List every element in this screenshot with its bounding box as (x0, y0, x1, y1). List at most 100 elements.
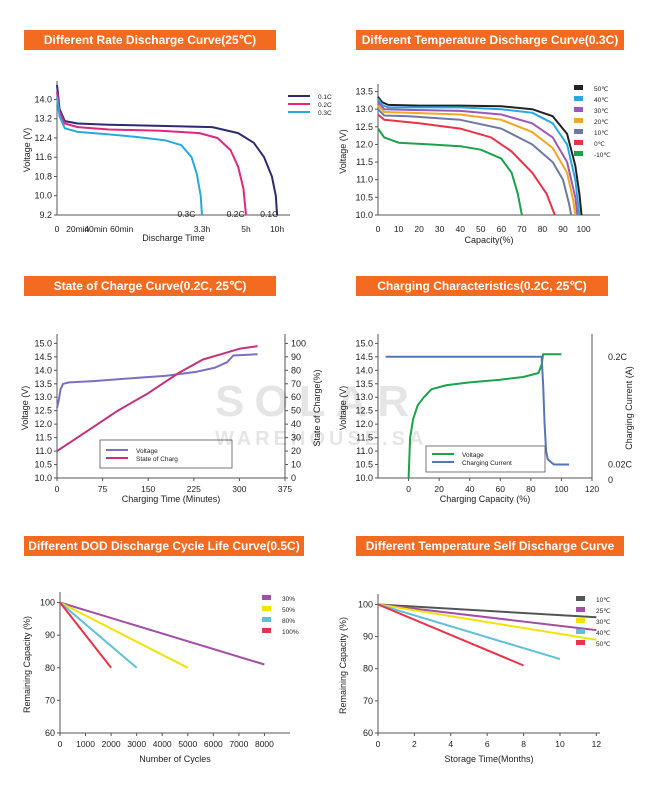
x-tick-label: 40min (84, 224, 107, 234)
series-line-Voltage (407, 353, 562, 479)
x-tick-label: 0 (376, 224, 381, 234)
series-line-Voltage (56, 353, 258, 409)
y-tick-label: 12.4 (34, 133, 52, 143)
y-tick-label: 13.5 (355, 87, 373, 97)
x-tick-label: 40 (465, 484, 475, 494)
x-axis-label: Capacity(%) (464, 235, 513, 245)
legend-label: Charging Current (462, 460, 512, 467)
x-axis-label: Charging Capacity (%) (440, 494, 531, 504)
y2-tick-label: 0.2C (608, 352, 628, 362)
y2-tick-label: 100 (291, 338, 306, 348)
x-tick-label: 0 (55, 224, 60, 234)
y-tick-label: 60 (363, 728, 373, 738)
series-line-50℃ (377, 603, 524, 667)
y-axis-label: Voltage (V) (20, 386, 30, 431)
legend-swatch-0℃ (574, 140, 583, 145)
legend-box (425, 445, 546, 473)
y-tick-label: 90 (363, 632, 373, 642)
x-tick-label: 4000 (153, 739, 172, 749)
x-tick-label: 60min (110, 224, 133, 234)
x-tick-label: 60 (496, 484, 506, 494)
y-tick-label: 12.0 (355, 419, 373, 429)
x-tick-label: 300 (232, 484, 246, 494)
x-tick-label: 1000 (76, 739, 95, 749)
legend-label: 25℃ (596, 608, 611, 615)
y-axis-label: Remaining Capacity (%) (338, 617, 348, 714)
series-line-30℃ (377, 101, 579, 216)
legend-label: 0℃ (594, 141, 606, 148)
x-tick-label: 2 (412, 739, 417, 749)
series-line-0.3C (56, 96, 203, 216)
legend-label: 30℃ (594, 108, 609, 115)
y2-tick-label: 40 (291, 419, 301, 429)
x-tick-label: 225 (187, 484, 201, 494)
y2-tick-label: 0 (291, 473, 296, 483)
legend-swatch-50℃ (576, 640, 585, 645)
x-tick-label: 3000 (127, 739, 146, 749)
series-line-10℃ (377, 603, 597, 619)
y-tick-label: 12.5 (355, 406, 373, 416)
y-tick-label: 100 (40, 598, 55, 608)
legend-swatch-30℃ (576, 618, 585, 623)
x-tick-label: 5000 (178, 739, 197, 749)
y2-tick-label: 90 (291, 352, 301, 362)
annotation-label: 0.1C (260, 209, 278, 219)
x-tick-label: 100 (554, 484, 568, 494)
chart2-title-banner: Different Temperature Discharge Curve(0.… (356, 30, 624, 50)
legend-swatch-30℃ (574, 107, 583, 112)
chart4-title-banner: Charging Characteristics(0.2C, 25℃) (356, 276, 608, 296)
watermark-line1: SOLAR (215, 377, 419, 426)
chart5-title-banner: Different DOD Discharge Cycle Life Curve… (24, 536, 304, 556)
x-tick-label: 6000 (204, 739, 223, 749)
x-tick-label: 10 (555, 739, 565, 749)
x-tick-label: 7000 (229, 739, 248, 749)
y2-tick-label: 0 (608, 475, 613, 485)
y-tick-label: 80 (363, 664, 373, 674)
legend-swatch-40℃ (574, 96, 583, 101)
legend-label: 30℃ (596, 619, 611, 626)
series-line-State of Charg (56, 345, 258, 452)
y-tick-label: 14.0 (355, 365, 373, 375)
y2-tick-label: 80 (291, 365, 301, 375)
y-tick-label: 10.5 (355, 460, 373, 470)
y-tick-label: 12.0 (355, 139, 373, 149)
y-tick-label: 70 (45, 695, 55, 705)
y-tick-label: 10.8 (34, 171, 52, 181)
y-tick-label: 10.5 (355, 192, 373, 202)
legend-label: 0.1C (318, 94, 332, 101)
legend-box (99, 439, 233, 469)
x-tick-label: 0 (406, 484, 411, 494)
y-tick-label: 10.5 (34, 460, 52, 470)
y-tick-label: 80 (45, 663, 55, 673)
y-tick-label: 13.0 (355, 392, 373, 402)
x-tick-label: 80 (526, 484, 536, 494)
x-tick-label: 3.3h (194, 224, 211, 234)
series-line-20℃ (377, 104, 577, 216)
legend-label: 100% (282, 629, 299, 636)
legend-swatch-20℃ (574, 118, 583, 123)
series-line-50% (59, 601, 189, 669)
y2-tick-label: 50 (291, 406, 301, 416)
series-line-80% (59, 601, 138, 669)
series-line-25℃ (377, 603, 597, 632)
x-tick-label: 40 (455, 224, 465, 234)
y-tick-label: 13.5 (34, 379, 52, 389)
y2-axis-label: Charging Current (A) (624, 366, 634, 450)
y-tick-label: 15.0 (34, 338, 52, 348)
y-tick-label: 12.0 (34, 419, 52, 429)
y-tick-label: 10.0 (34, 473, 52, 483)
y-tick-label: 11.5 (35, 433, 52, 443)
series-line-10℃ (377, 108, 573, 216)
y-tick-label: 10.0 (355, 473, 373, 483)
x-tick-label: 30 (435, 224, 445, 234)
x-tick-label: 80 (538, 224, 548, 234)
y-tick-label: 11.6 (35, 152, 52, 162)
legend-label: 50℃ (594, 86, 609, 93)
x-tick-label: 0 (55, 484, 60, 494)
legend-swatch-30% (262, 595, 271, 600)
x-tick-label: 375 (278, 484, 292, 494)
y-tick-label: 10.0 (34, 191, 52, 201)
